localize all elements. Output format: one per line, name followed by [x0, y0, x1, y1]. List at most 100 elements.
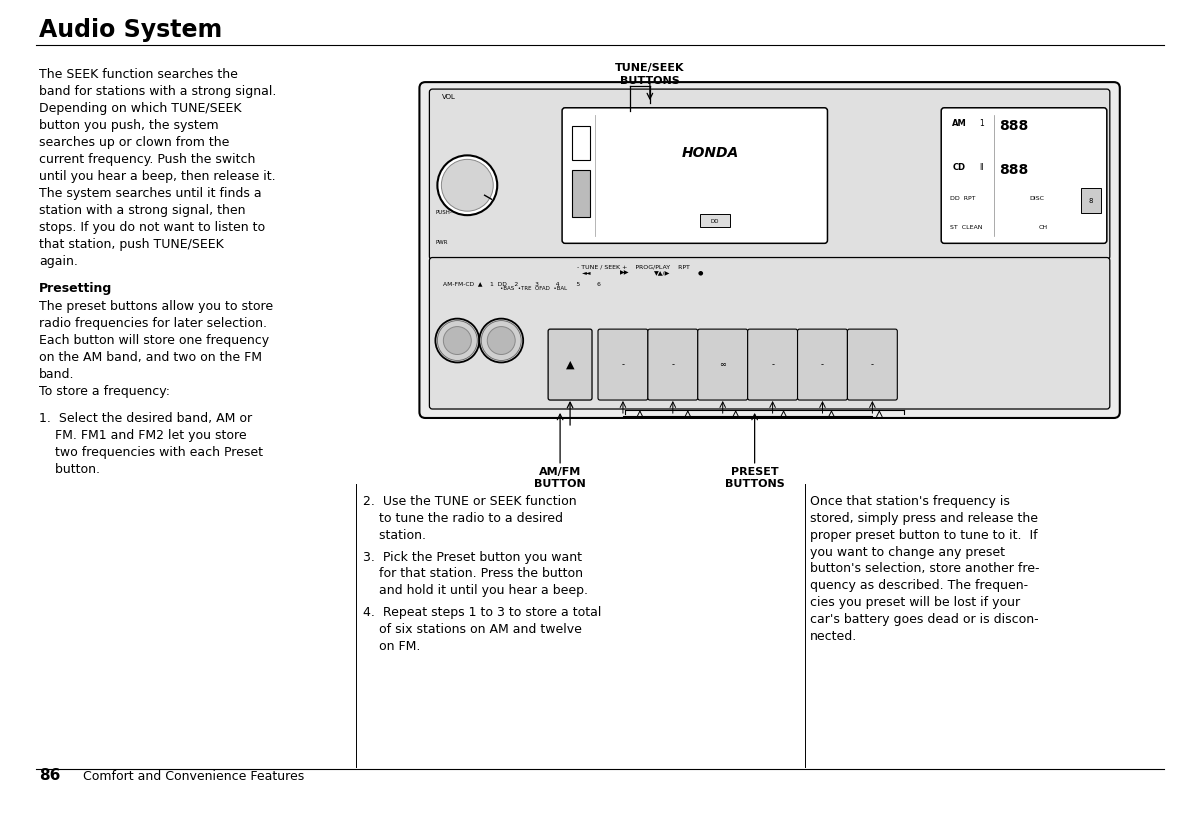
Text: ◄◄: ◄◄	[582, 270, 592, 275]
Text: two frequencies with each Preset: two frequencies with each Preset	[40, 446, 263, 459]
Text: The SEEK function searches the: The SEEK function searches the	[40, 68, 238, 81]
Text: 1.  Select the desired band, AM or: 1. Select the desired band, AM or	[40, 412, 252, 425]
Text: HONDA: HONDA	[682, 146, 739, 160]
Circle shape	[442, 159, 493, 211]
Text: 888: 888	[1000, 163, 1028, 177]
Circle shape	[437, 155, 497, 215]
Text: quency as described. The frequen-: quency as described. The frequen-	[810, 580, 1027, 593]
Text: -: -	[871, 360, 874, 369]
Text: again.: again.	[40, 255, 78, 267]
Circle shape	[443, 326, 472, 354]
Text: BUTTONS: BUTTONS	[620, 76, 679, 86]
Text: Presetting: Presetting	[40, 283, 113, 295]
Text: to tune the radio to a desired: to tune the radio to a desired	[362, 511, 563, 524]
Text: PWR: PWR	[436, 240, 448, 245]
Text: for that station. Press the button: for that station. Press the button	[362, 567, 582, 580]
FancyBboxPatch shape	[430, 89, 1110, 260]
Text: of six stations on AM and twelve: of six stations on AM and twelve	[362, 623, 582, 636]
Text: AM: AM	[952, 118, 967, 127]
Text: II: II	[979, 163, 984, 172]
Text: PRESET: PRESET	[731, 467, 779, 477]
FancyBboxPatch shape	[847, 329, 898, 400]
FancyBboxPatch shape	[548, 329, 592, 400]
Text: The system searches until it finds a: The system searches until it finds a	[40, 187, 262, 200]
Text: -: -	[622, 360, 624, 369]
Text: current frequency. Push the switch: current frequency. Push the switch	[40, 153, 256, 166]
Text: radio frequencies for later selection.: radio frequencies for later selection.	[40, 317, 268, 330]
Text: ▶▶: ▶▶	[619, 270, 629, 275]
Text: FM. FM1 and FM2 let you store: FM. FM1 and FM2 let you store	[40, 429, 247, 442]
Text: nected.: nected.	[810, 630, 857, 644]
Text: stops. If you do not want to listen to: stops. If you do not want to listen to	[40, 220, 265, 233]
Text: 2.  Use the TUNE or SEEK function: 2. Use the TUNE or SEEK function	[362, 495, 576, 508]
Text: -: -	[772, 360, 774, 369]
Text: AM-FM-CD  ▲    1  DD    2         3         4         5         6: AM-FM-CD ▲ 1 DD 2 3 4 5 6	[443, 281, 601, 286]
Text: DISC: DISC	[1030, 196, 1044, 201]
Text: button's selection, store another fre-: button's selection, store another fre-	[810, 562, 1039, 575]
Text: Comfort and Convenience Features: Comfort and Convenience Features	[83, 769, 305, 783]
Text: 888: 888	[1000, 118, 1028, 132]
Text: 3.  Pick the Preset button you want: 3. Pick the Preset button you want	[362, 551, 582, 564]
Text: station.: station.	[362, 529, 426, 542]
Text: The preset buttons allow you to store: The preset buttons allow you to store	[40, 300, 274, 313]
Bar	[572, 170, 590, 217]
Text: 1: 1	[979, 118, 984, 127]
Text: 86: 86	[40, 768, 61, 783]
Bar	[572, 127, 590, 160]
FancyBboxPatch shape	[648, 329, 697, 400]
Text: BUTTONS: BUTTONS	[725, 478, 785, 489]
Text: cies you preset will be lost if your: cies you preset will be lost if your	[810, 597, 1020, 609]
Text: you want to change any preset: you want to change any preset	[810, 546, 1004, 558]
Text: DD  RPT: DD RPT	[950, 196, 976, 201]
Text: Each button will store one frequency: Each button will store one frequency	[40, 335, 270, 347]
FancyBboxPatch shape	[941, 108, 1106, 243]
Text: band for stations with a strong signal.: band for stations with a strong signal.	[40, 85, 277, 98]
Text: ∞: ∞	[719, 360, 726, 369]
FancyBboxPatch shape	[697, 329, 748, 400]
Text: DD: DD	[710, 219, 719, 224]
Text: - TUNE / SEEK +    PROG/PLAY    RPT: - TUNE / SEEK + PROG/PLAY RPT	[577, 265, 690, 270]
FancyBboxPatch shape	[682, 260, 719, 285]
Text: -: -	[821, 360, 824, 369]
Text: button you push, the system: button you push, the system	[40, 119, 218, 132]
Text: 4.  Repeat steps 1 to 3 to store a total: 4. Repeat steps 1 to 3 to store a total	[362, 607, 601, 619]
Text: •BAS  •TRE  OFAD  •BAL: •BAS •TRE OFAD •BAL	[500, 286, 568, 292]
Text: ▲: ▲	[566, 359, 575, 370]
Text: station with a strong signal, then: station with a strong signal, then	[40, 204, 246, 217]
Circle shape	[479, 319, 523, 363]
Text: Once that station's frequency is: Once that station's frequency is	[810, 495, 1009, 508]
Text: VOL: VOL	[443, 94, 456, 100]
Text: button.: button.	[40, 463, 101, 476]
Text: Audio System: Audio System	[40, 18, 222, 42]
FancyBboxPatch shape	[606, 260, 643, 285]
Text: stored, simply press and release the: stored, simply press and release the	[810, 511, 1038, 524]
Text: CD: CD	[952, 163, 965, 172]
Text: BUTTON: BUTTON	[534, 478, 586, 489]
FancyBboxPatch shape	[644, 260, 680, 285]
Text: 8: 8	[1088, 198, 1093, 205]
Text: on FM.: on FM.	[362, 640, 420, 653]
Circle shape	[436, 319, 479, 363]
Text: on the AM band, and two on the FM: on the AM band, and two on the FM	[40, 351, 263, 364]
Text: that station, push TUNE/SEEK: that station, push TUNE/SEEK	[40, 238, 224, 251]
FancyBboxPatch shape	[748, 329, 798, 400]
Text: ST  CLEAN: ST CLEAN	[950, 224, 983, 230]
Text: ●: ●	[697, 270, 703, 275]
Text: CH: CH	[1039, 224, 1048, 230]
FancyBboxPatch shape	[598, 329, 648, 400]
Text: and hold it until you hear a beep.: and hold it until you hear a beep.	[362, 584, 588, 598]
Text: band.: band.	[40, 368, 74, 381]
Bar	[700, 215, 730, 228]
FancyBboxPatch shape	[430, 257, 1110, 409]
Text: Depending on which TUNE/SEEK: Depending on which TUNE/SEEK	[40, 102, 242, 115]
Text: proper preset button to tune to it.  If: proper preset button to tune to it. If	[810, 529, 1037, 542]
Text: searches up or clown from the: searches up or clown from the	[40, 136, 229, 149]
Text: To store a frequency:: To store a frequency:	[40, 385, 170, 398]
Text: until you hear a beep, then release it.: until you hear a beep, then release it.	[40, 170, 276, 182]
Text: TUNE/SEEK: TUNE/SEEK	[616, 63, 685, 73]
Text: PUSH-: PUSH-	[436, 210, 452, 215]
Circle shape	[487, 326, 515, 354]
Text: AM/FM: AM/FM	[539, 467, 581, 477]
Text: car's battery goes dead or is discon-: car's battery goes dead or is discon-	[810, 613, 1038, 626]
FancyBboxPatch shape	[568, 260, 605, 285]
